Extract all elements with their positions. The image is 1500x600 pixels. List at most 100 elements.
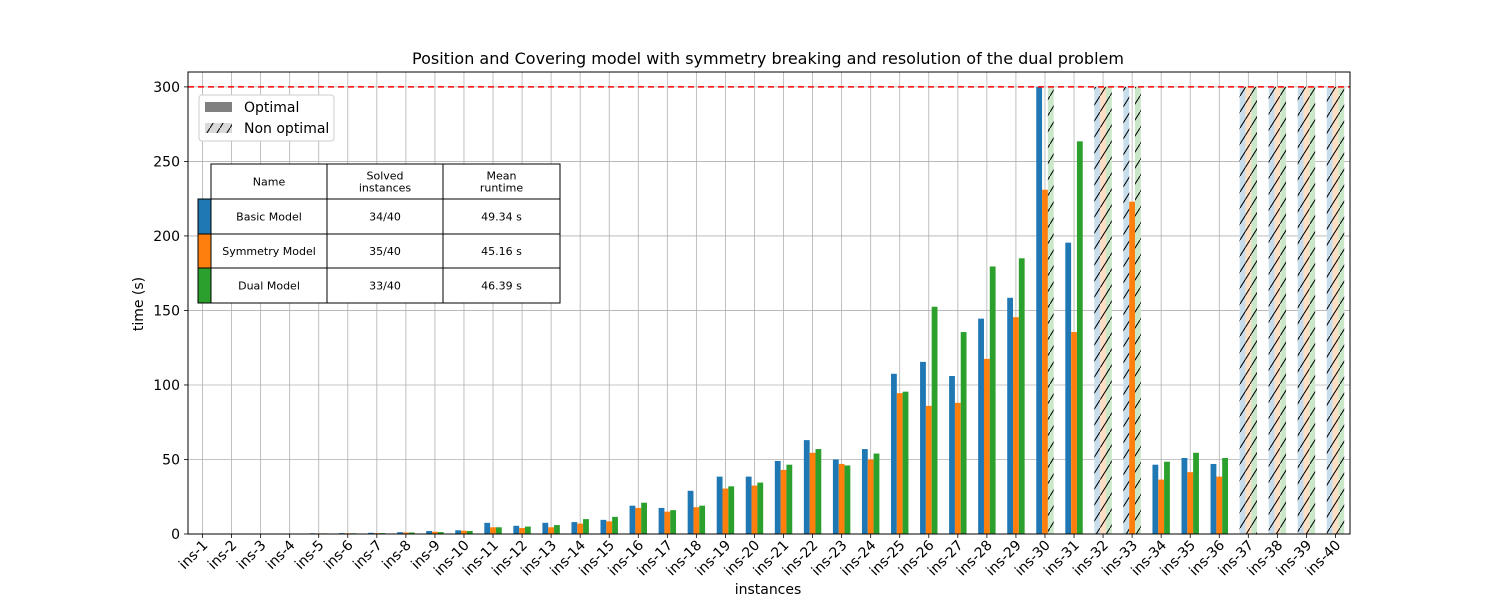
x-tick-label: ins-4: [263, 537, 298, 572]
bar: [949, 376, 955, 534]
table-cell: [326, 198, 444, 235]
y-tick-label: 250: [153, 154, 180, 170]
bar: [1018, 258, 1025, 534]
bar: [524, 526, 531, 534]
table-header-text: runtime: [480, 182, 524, 195]
bar: [1065, 242, 1072, 534]
bar: [960, 332, 967, 534]
table-cell: [210, 233, 328, 269]
bar-hatch: [1332, 86, 1339, 534]
x-tick-label: ins-1: [176, 538, 211, 573]
bar: [461, 530, 467, 534]
bar: [548, 527, 555, 534]
x-axis-label: instances: [735, 582, 802, 598]
table-header-text: Name: [253, 176, 286, 189]
bar: [664, 511, 671, 534]
legend-box: [198, 94, 335, 142]
bar: [571, 522, 578, 534]
bar-hatch: [1047, 86, 1054, 534]
bar-hatch: [1309, 86, 1316, 534]
bar: [844, 465, 851, 534]
table-header-text: instances: [359, 182, 412, 195]
bar-hatch: [1105, 86, 1112, 534]
bar-hatch: [1268, 86, 1275, 534]
y-tick-label: 200: [153, 229, 180, 245]
bar: [402, 532, 409, 534]
bar: [490, 527, 496, 534]
bar: [554, 525, 560, 534]
bar: [728, 486, 735, 534]
table-color-swatch: [197, 198, 212, 235]
bar: [1216, 476, 1223, 534]
bar: [600, 519, 607, 534]
bar: [542, 522, 549, 534]
bar: [484, 522, 491, 534]
bar: [437, 532, 444, 534]
table-cell-text: 33/40: [369, 280, 401, 293]
bar: [978, 318, 984, 534]
table-cell: [210, 267, 328, 304]
table-cell: [210, 198, 328, 235]
x-tick-label: ins-6: [321, 537, 356, 572]
bar: [466, 531, 473, 534]
bar-hatch: [1303, 86, 1310, 534]
y-tick-label: 100: [153, 378, 180, 394]
bar: [780, 469, 787, 534]
bar: [368, 532, 374, 534]
bar: [745, 476, 752, 534]
table-cell: [442, 267, 561, 304]
bar: [1129, 201, 1136, 534]
y-axis-label: time (s): [131, 277, 147, 331]
plot-frame: [187, 71, 1351, 535]
table-cell-text: 49.34 s: [481, 211, 522, 224]
bar: [861, 449, 868, 534]
bar: [838, 463, 845, 534]
table-cell: [442, 198, 561, 235]
bar: [519, 528, 525, 534]
bar: [1042, 189, 1048, 535]
bar-hatch: [1094, 86, 1101, 534]
bar: [716, 476, 723, 534]
legend-swatch-optimal: [205, 102, 232, 112]
bar: [809, 452, 816, 534]
y-tick-label: 150: [153, 303, 180, 319]
bar: [432, 531, 438, 534]
bar: [1036, 86, 1043, 534]
bar: [1158, 479, 1165, 534]
bar: [722, 488, 729, 534]
x-tick-label: ins-8: [379, 538, 414, 573]
bar: [983, 358, 990, 534]
x-tick-label: ins-5: [292, 538, 327, 573]
bar-hatch: [1251, 86, 1258, 534]
table-header-cell: [210, 163, 328, 200]
bar: [1210, 463, 1217, 534]
legend: Optimal Non optimal: [198, 94, 335, 142]
bar: [670, 510, 677, 534]
bar: [896, 393, 903, 534]
bar-hatch: [1274, 86, 1281, 534]
table-cell: [326, 267, 444, 304]
table-color-swatch: [197, 267, 212, 304]
table-cell-text: 46.39 s: [481, 280, 522, 293]
bar: [832, 459, 839, 534]
bar-hatch: [1326, 86, 1333, 534]
bars: [193, 86, 1345, 535]
y-ticks: 0 50 100 150 200 250 300: [153, 80, 188, 543]
bar: [1181, 457, 1188, 534]
bar: [687, 490, 694, 534]
bar: [612, 516, 618, 534]
table-cell-text: 34/40: [369, 211, 401, 224]
bar-hatch: [1280, 86, 1287, 534]
bar: [495, 527, 502, 534]
bar: [426, 531, 433, 534]
bar: [629, 505, 636, 534]
bar: [513, 525, 520, 534]
bar: [1193, 452, 1199, 534]
bar: [920, 361, 926, 534]
bar: [1013, 317, 1019, 534]
bar: [815, 449, 822, 534]
bar: [931, 306, 938, 534]
bar: [577, 523, 584, 534]
